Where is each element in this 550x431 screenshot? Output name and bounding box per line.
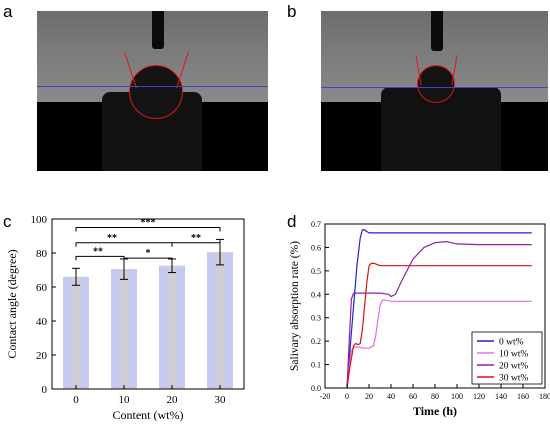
droplet-fit-circle bbox=[129, 65, 183, 119]
significance-bracket-0-20 bbox=[76, 243, 172, 247]
x-axis-label: Content (wt%) bbox=[113, 408, 184, 422]
x-tick-label: 0 bbox=[345, 392, 349, 401]
y-tick-label: 40 bbox=[36, 316, 48, 328]
bar-shade-10 bbox=[119, 269, 129, 389]
significance-label: * bbox=[146, 248, 151, 259]
x-tick-label: 40 bbox=[387, 392, 395, 401]
legend-label: 20 wt% bbox=[499, 362, 528, 372]
y-tick-label: 0.4 bbox=[311, 290, 321, 299]
x-tick-label: 180 bbox=[539, 392, 550, 401]
y-tick-label: 0.5 bbox=[311, 267, 321, 276]
legend: 0 wt% 10 wt% 20 wt% 30 wt% bbox=[472, 332, 542, 384]
baseline bbox=[321, 87, 548, 88]
contact-angle-photo-b bbox=[321, 11, 548, 171]
y-tick-label: 0.2 bbox=[311, 337, 321, 346]
bar-shade-20 bbox=[167, 266, 177, 389]
x-tick-label: 20 bbox=[365, 392, 373, 401]
panel-label-a: a bbox=[3, 2, 12, 22]
x-tick-label: 30 bbox=[215, 394, 227, 406]
y-tick-label: 0.1 bbox=[311, 361, 321, 370]
y-tick-label: 0 bbox=[42, 384, 48, 396]
significance-label: ** bbox=[93, 246, 103, 257]
x-tick-label: 10 bbox=[119, 394, 131, 406]
legend-label: 0 wt% bbox=[499, 338, 524, 348]
y-axis-label: Salivary absorption rate (%) bbox=[289, 241, 301, 371]
x-tick-label: 0 bbox=[73, 394, 79, 406]
droplet-fit-circle bbox=[417, 65, 455, 103]
y-tick-label: 100 bbox=[31, 214, 48, 226]
y-tick-label: 0.7 bbox=[311, 220, 321, 229]
y-axis-label: Contact angle (degree) bbox=[5, 249, 19, 358]
salivary-absorption-line-chart: 0.00.10.20.30.40.50.60.7 -20 0 20 40 60 80 100… bbox=[285, 210, 550, 431]
legend-label: 30 wt% bbox=[499, 374, 528, 384]
x-tick-label: 80 bbox=[431, 392, 439, 401]
syringe-needle bbox=[152, 11, 164, 49]
x-tick-label: -20 bbox=[320, 392, 331, 401]
bar-shade-30 bbox=[215, 252, 225, 389]
x-tick-label: 60 bbox=[409, 392, 417, 401]
y-tick-label: 0.6 bbox=[311, 243, 321, 252]
bar-shade-0 bbox=[71, 277, 81, 389]
x-tick-label: 20 bbox=[167, 394, 179, 406]
contact-angle-photo-a bbox=[37, 11, 268, 171]
x-tick-label: 140 bbox=[495, 392, 507, 401]
x-tick-label: 100 bbox=[451, 392, 463, 401]
significance-label: ** bbox=[107, 233, 117, 244]
significance-label: ** bbox=[191, 233, 201, 244]
x-tick-label: 160 bbox=[517, 392, 529, 401]
syringe-needle bbox=[431, 11, 443, 51]
y-tick-label: 80 bbox=[36, 248, 48, 260]
y-tick-label: 20 bbox=[36, 350, 48, 362]
y-tick-label: 0.3 bbox=[311, 314, 321, 323]
legend-label: 10 wt% bbox=[499, 350, 528, 360]
y-tick-label: 60 bbox=[36, 282, 48, 294]
x-tick-label: 120 bbox=[473, 392, 485, 401]
baseline bbox=[37, 86, 268, 87]
x-axis-label: Time (h) bbox=[413, 404, 457, 418]
panel-label-b: b bbox=[287, 2, 296, 22]
